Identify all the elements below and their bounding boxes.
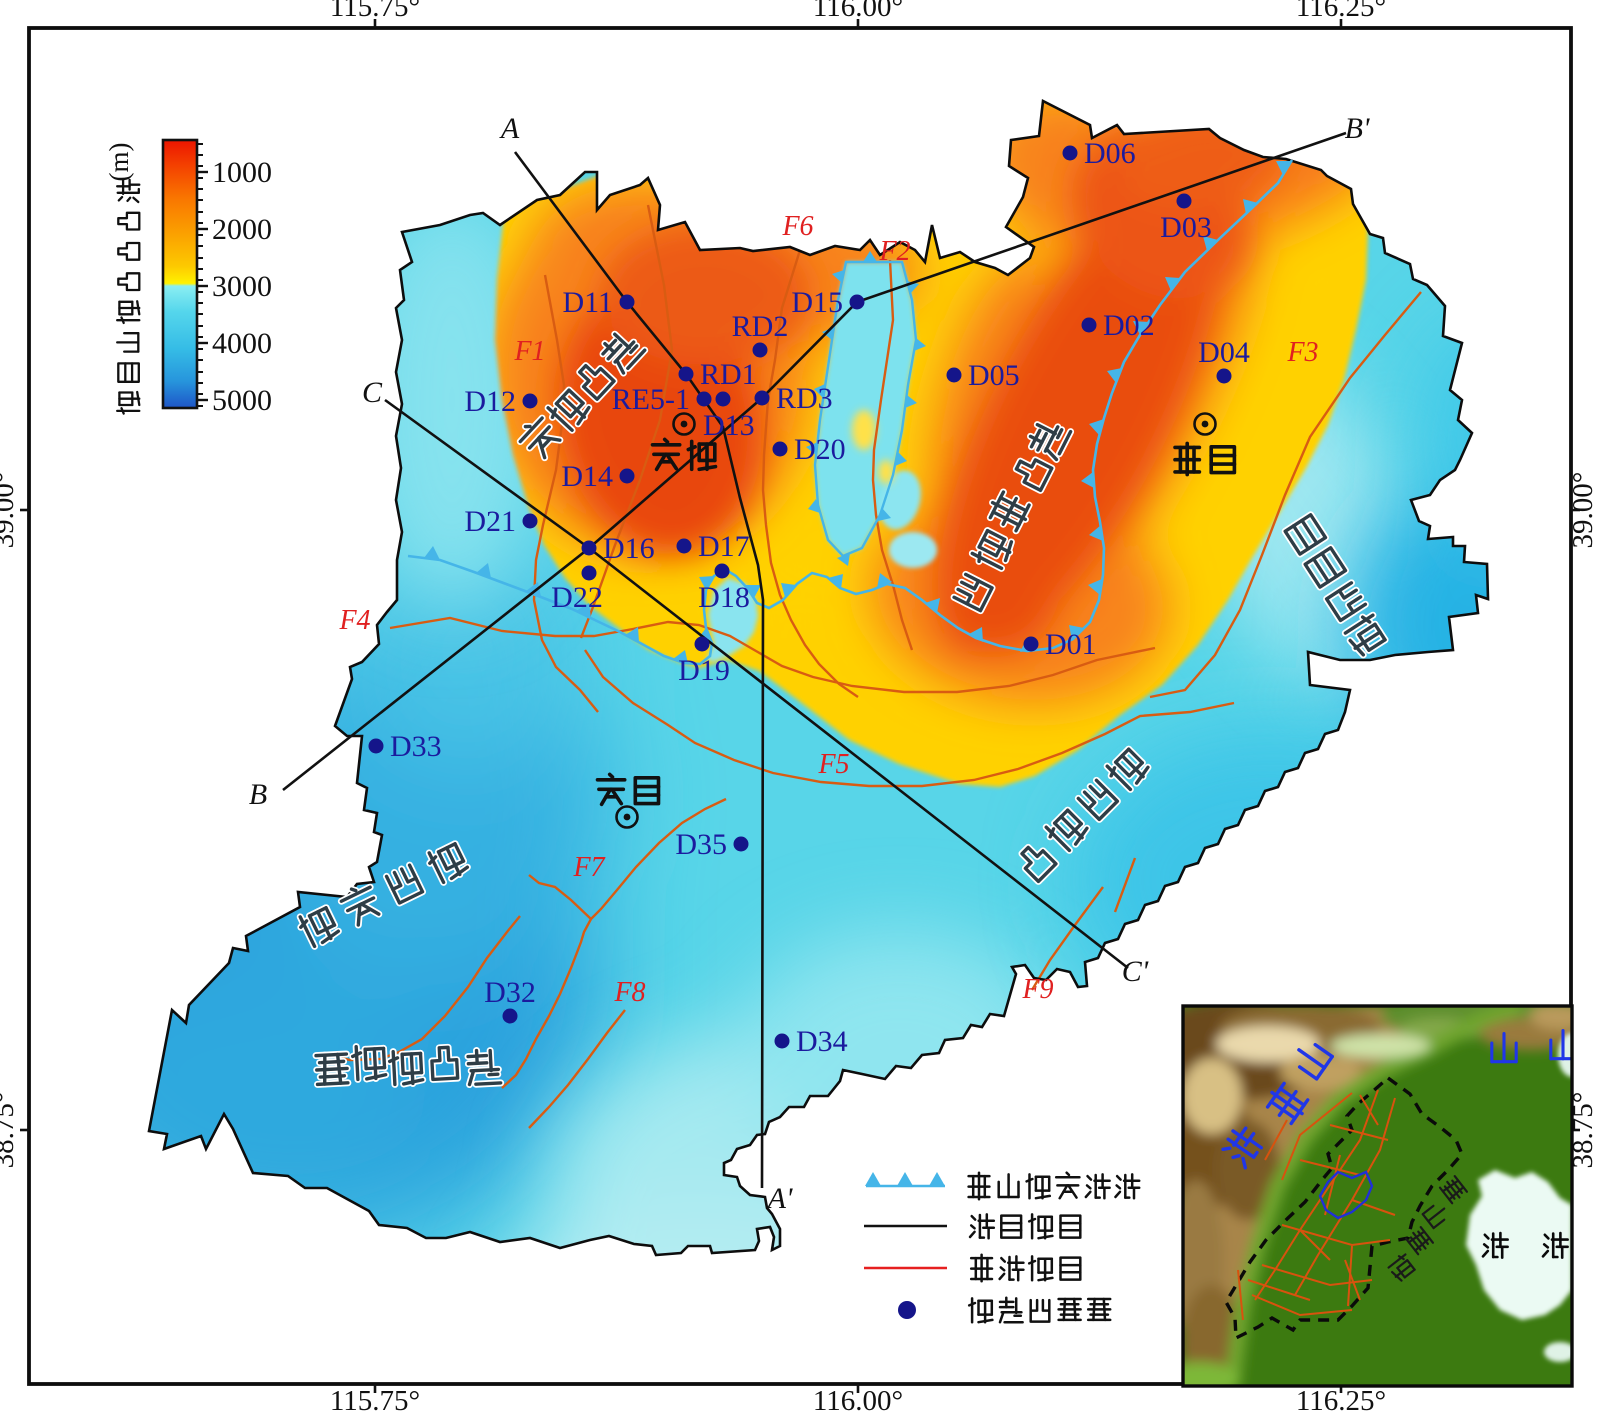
svg-text:116.00°: 116.00° — [813, 1385, 903, 1416]
svg-text:D21: D21 — [464, 505, 516, 538]
svg-text:D15: D15 — [791, 286, 843, 319]
svg-text:RD2: RD2 — [732, 310, 789, 343]
svg-text:RE5-1: RE5-1 — [612, 383, 690, 416]
svg-text:F2: F2 — [878, 236, 910, 267]
svg-text:D02: D02 — [1103, 309, 1155, 342]
svg-text:D32: D32 — [484, 976, 536, 1009]
svg-text:F6: F6 — [781, 211, 813, 242]
svg-text:F7: F7 — [572, 852, 605, 883]
svg-text:C': C' — [1122, 955, 1149, 988]
svg-text:D12: D12 — [464, 385, 516, 418]
svg-text:D20: D20 — [794, 433, 846, 466]
svg-text:39.00°: 39.00° — [1567, 472, 1599, 549]
svg-text:C: C — [362, 376, 383, 409]
svg-text:1000: 1000 — [212, 156, 272, 189]
svg-text:D34: D34 — [796, 1025, 848, 1058]
svg-text:RD3: RD3 — [776, 382, 833, 415]
svg-text:F1: F1 — [513, 336, 545, 367]
svg-text:115.75°: 115.75° — [330, 1385, 420, 1416]
svg-text:39.00°: 39.00° — [0, 472, 20, 549]
svg-text:D13: D13 — [703, 409, 755, 442]
svg-text:A': A' — [766, 1182, 793, 1215]
svg-text:A: A — [499, 112, 520, 145]
svg-text:3000: 3000 — [212, 270, 272, 303]
svg-text:D11: D11 — [562, 286, 613, 319]
svg-text:116.25°: 116.25° — [1296, 1385, 1386, 1416]
svg-text:(m): (m) — [104, 143, 134, 182]
svg-text:RD1: RD1 — [700, 358, 757, 391]
svg-text:5000: 5000 — [212, 384, 272, 417]
svg-text:115.75°: 115.75° — [330, 0, 420, 23]
svg-text:38.75°: 38.75° — [0, 1092, 20, 1169]
svg-text:D35: D35 — [675, 828, 727, 861]
svg-text:D05: D05 — [968, 359, 1020, 392]
svg-text:D01: D01 — [1045, 628, 1097, 661]
svg-text:B': B' — [1345, 112, 1370, 145]
svg-text:D06: D06 — [1084, 137, 1136, 170]
svg-text:D17: D17 — [698, 530, 750, 563]
svg-text:4000: 4000 — [212, 327, 272, 360]
svg-text:116.25°: 116.25° — [1296, 0, 1386, 23]
svg-text:D03: D03 — [1160, 211, 1212, 244]
svg-text:2000: 2000 — [212, 213, 272, 246]
svg-text:D33: D33 — [390, 730, 442, 763]
svg-text:D04: D04 — [1198, 336, 1250, 369]
svg-text:D22: D22 — [551, 581, 603, 614]
svg-text:D14: D14 — [561, 460, 613, 493]
svg-text:F4: F4 — [338, 605, 370, 636]
svg-text:D16: D16 — [603, 532, 655, 565]
svg-text:B: B — [249, 778, 267, 811]
svg-text:D19: D19 — [678, 654, 730, 687]
svg-text:D18: D18 — [698, 581, 750, 614]
svg-text:F5: F5 — [817, 749, 849, 780]
svg-text:F9: F9 — [1021, 974, 1053, 1005]
svg-text:F8: F8 — [613, 977, 645, 1008]
svg-text:116.00°: 116.00° — [813, 0, 903, 23]
svg-text:F3: F3 — [1286, 337, 1318, 368]
